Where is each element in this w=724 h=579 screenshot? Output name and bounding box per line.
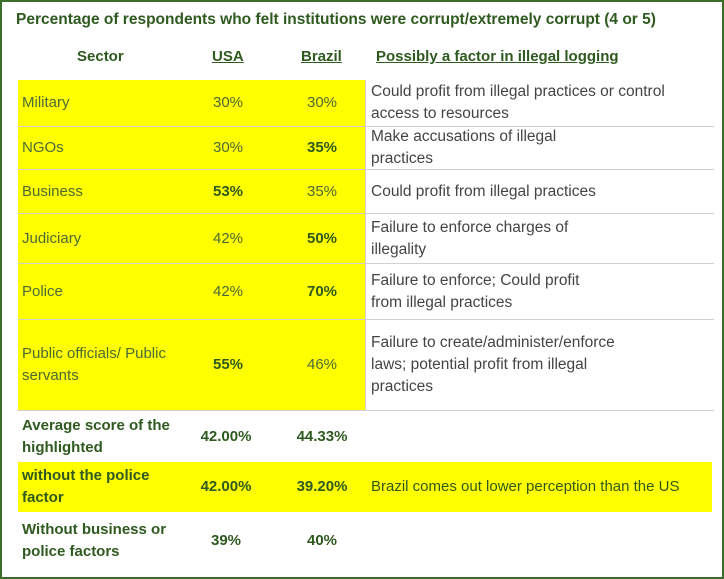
factor-cell: Failure to enforce charges of illegality (371, 218, 569, 258)
summary-label: Average score of the highlighted (22, 417, 170, 456)
brazil-value-cell: 30% (306, 94, 338, 111)
brazil-value-cell: 46% (306, 356, 338, 373)
row-divider (18, 213, 714, 214)
sector-cell: Judiciary (22, 229, 82, 247)
usa-value-cell: 53% (212, 182, 244, 200)
highlight-military (18, 80, 365, 126)
highlight-ngos (18, 127, 365, 169)
highlight-judiciary (18, 214, 365, 263)
usa-value-cell: 55% (212, 356, 244, 373)
factor-cell: Make accusations of illegal practices (371, 128, 557, 167)
column-header-usa: USA (212, 48, 244, 65)
usa-value-cell: 30% (212, 94, 244, 111)
summary-label: without the police factor (22, 467, 150, 506)
sector-cell: Police (22, 282, 63, 300)
brazil-value-cell: 35% (306, 139, 338, 156)
summary-brazil-value: 39.20% (296, 478, 348, 495)
row-divider (18, 126, 714, 127)
highlight-public-officials (18, 320, 365, 410)
summary-usa-value: 39% (210, 532, 242, 549)
summary-usa-value: 42.00% (200, 428, 252, 445)
row-divider (18, 319, 714, 320)
column-divider (365, 80, 366, 410)
column-header-brazil: Brazil (301, 48, 342, 65)
row-divider (18, 169, 714, 170)
sector-cell: Business (22, 182, 83, 200)
factor-cell: Could profit from illegal practices or c… (371, 83, 665, 122)
highlight-police (18, 264, 365, 319)
summary-note: Brazil comes out lower perception than t… (371, 478, 680, 495)
summary-brazil-value: 44.33% (296, 428, 348, 445)
brazil-value-cell: 70% (306, 282, 338, 300)
table-title: Percentage of respondents who felt insti… (16, 11, 656, 28)
factor-cell: Could profit from illegal practices (371, 182, 596, 200)
brazil-value-cell: 50% (306, 229, 338, 247)
sector-cell: NGOs (22, 139, 64, 156)
summary-brazil-value: 40% (306, 532, 338, 549)
row-divider (18, 410, 714, 411)
sector-cell: Public officials/ Public servants (22, 345, 166, 384)
sector-cell: Military (22, 94, 70, 111)
usa-value-cell: 42% (212, 229, 244, 247)
usa-value-cell: 30% (212, 139, 244, 156)
usa-value-cell: 42% (212, 282, 244, 300)
factor-cell: Failure to enforce; Could profit from il… (371, 271, 580, 311)
brazil-value-cell: 35% (306, 182, 338, 200)
highlight-without-police (18, 462, 712, 512)
row-divider (18, 263, 714, 264)
column-header-sector: Sector (77, 48, 124, 65)
factor-cell: Failure to create/administer/enforce law… (371, 334, 615, 395)
summary-usa-value: 42.00% (200, 478, 252, 495)
column-header-factor: Possibly a factor in illegal logging (376, 48, 619, 65)
highlight-business (18, 170, 365, 213)
summary-label: Without business or police factors (22, 521, 167, 560)
